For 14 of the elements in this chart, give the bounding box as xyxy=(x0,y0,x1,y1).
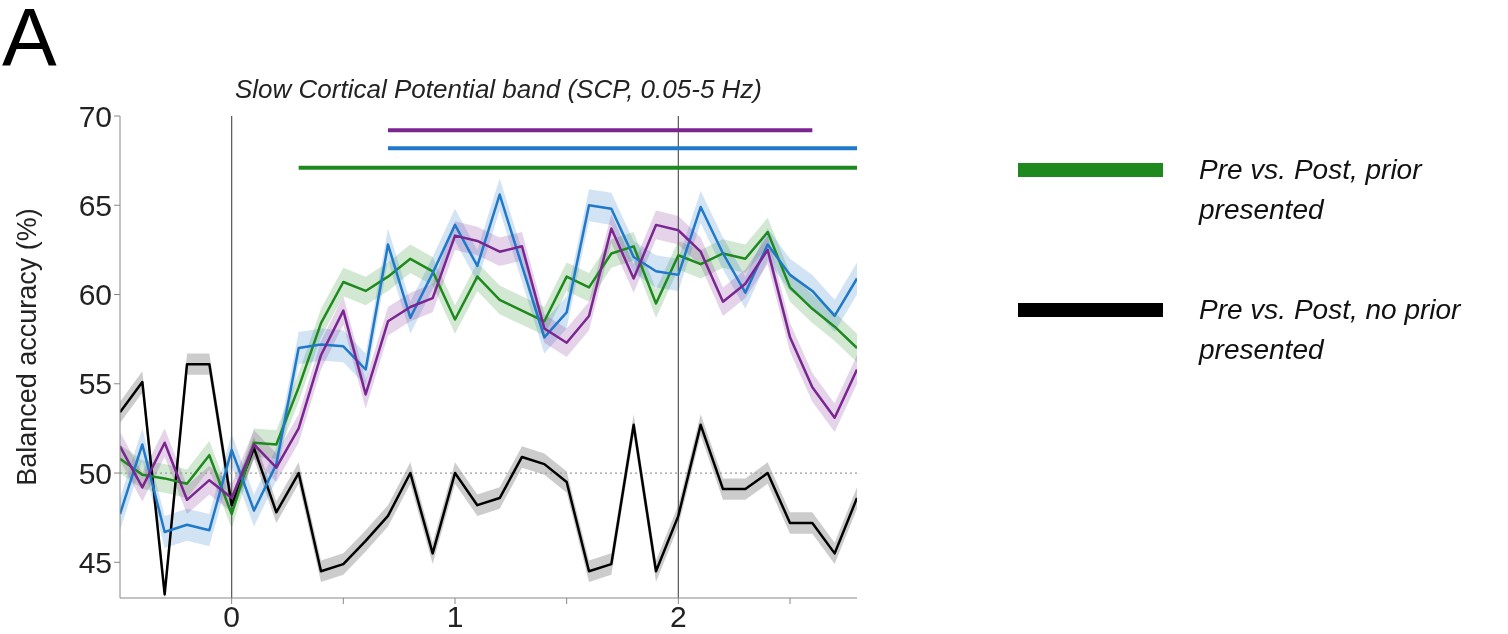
x-tick-label: 1 xyxy=(446,600,464,634)
x-tick-label: 2 xyxy=(669,600,687,634)
y-tick-label: 50 xyxy=(78,456,112,490)
y-axis-title: Balanced accuracy (%) xyxy=(11,208,42,486)
y-tick-label: 60 xyxy=(78,278,112,312)
x-tick-label: 0 xyxy=(223,600,241,634)
chart-title: Slow Cortical Potential band (SCP, 0.05-5 Hz) xyxy=(234,74,763,105)
text: A xyxy=(2,0,57,82)
y-tick-label: 45 xyxy=(78,545,112,579)
y-tick-label: 65 xyxy=(78,188,112,222)
text: Pre vs. Post, prior presented xyxy=(1199,153,1424,227)
y-tick-label: 70 xyxy=(78,99,112,133)
text: Pre vs. Post, no prior presented xyxy=(1199,293,1463,367)
y-tick-label: 55 xyxy=(78,367,112,401)
